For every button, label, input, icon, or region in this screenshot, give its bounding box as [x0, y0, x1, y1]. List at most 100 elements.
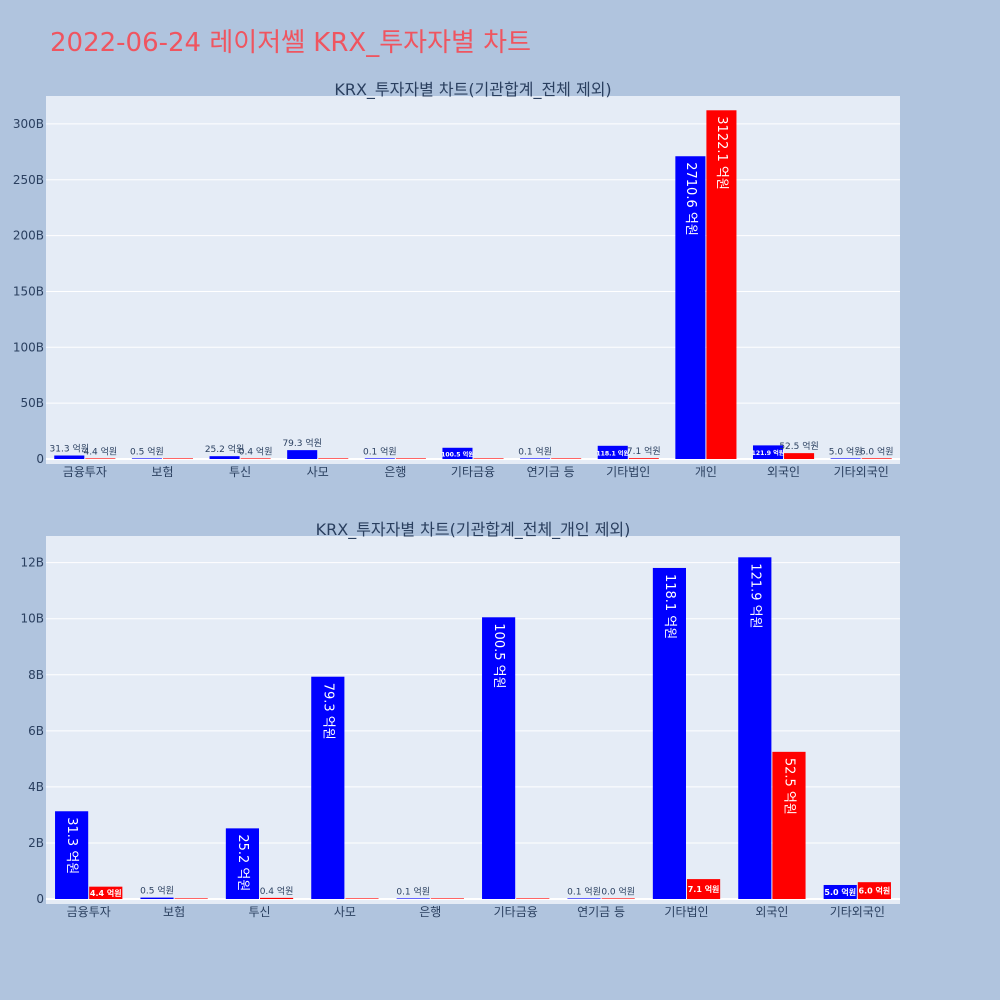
data-label: 79.3 억원	[320, 683, 335, 740]
data-label: 7.1 억원	[688, 884, 720, 894]
buy-bar	[752, 445, 784, 459]
buy-bar	[482, 617, 516, 899]
buy-bar	[830, 458, 861, 459]
buy-bar	[675, 156, 706, 459]
sell-bar	[89, 886, 123, 899]
sell-bar	[318, 458, 349, 459]
y-tick-label: 12B	[20, 556, 44, 570]
data-label: 79.3 억원	[282, 437, 321, 449]
data-label: 5.0 억원	[829, 445, 863, 457]
sell-bar	[174, 898, 208, 899]
data-label: 118.1 억원	[596, 449, 629, 457]
y-tick-label: 2B	[28, 836, 44, 850]
x-tick-label: 사모	[334, 905, 356, 919]
sell-bar	[345, 898, 379, 899]
x-tick-label: 연기금 등	[577, 905, 625, 919]
sell-bar	[601, 898, 635, 899]
buy-bar	[652, 567, 686, 899]
buy-bar	[287, 450, 318, 459]
buy-bar	[823, 884, 857, 899]
buy-bar	[131, 458, 162, 459]
sell-bar	[473, 458, 504, 459]
x-tick-label: 외국인	[767, 465, 800, 479]
sell-bar	[395, 458, 426, 459]
data-label: 25.2 억원	[205, 443, 244, 455]
sell-bar	[430, 898, 464, 899]
x-tick-label: 은행	[384, 464, 406, 479]
plot-area	[46, 536, 900, 904]
sell-bar	[551, 458, 582, 459]
data-label: 25.2 억원	[235, 834, 250, 891]
x-tick-label: 기타법인	[664, 905, 708, 919]
data-label: 3122.1 억원	[714, 116, 729, 190]
data-label: 121.9 억원	[752, 449, 785, 457]
y-tick-label: 0	[36, 892, 44, 906]
data-label: 4.4 억원	[83, 445, 117, 457]
buy-bar	[567, 898, 601, 899]
data-label: 118.1 억원	[662, 574, 677, 639]
buy-bar	[597, 445, 628, 459]
x-tick-label: 보험	[163, 905, 185, 919]
sell-bar	[85, 458, 116, 459]
chart-title: KRX_투자자별 차트(기관합계_전체_개인 제외)	[316, 520, 631, 540]
buy-bar	[54, 455, 85, 459]
sell-bar	[706, 110, 737, 459]
x-tick-label: 투신	[248, 905, 270, 919]
buy-bar	[364, 458, 395, 459]
data-label: 0.1 억원	[518, 445, 552, 457]
buy-bar	[520, 458, 551, 459]
sell-bar	[240, 458, 271, 459]
data-label: 121.9 억원	[747, 563, 762, 628]
x-tick-label: 기타외국인	[830, 905, 885, 919]
data-label: 52.5 억원	[781, 758, 796, 815]
buy-bar	[396, 898, 430, 899]
sell-bar	[784, 453, 815, 459]
sell-bar	[162, 458, 194, 459]
x-tick-label: 보험	[151, 465, 173, 479]
y-tick-label: 150B	[13, 284, 44, 298]
sell-bar	[857, 882, 891, 899]
y-tick-label: 200B	[13, 229, 44, 243]
data-label: 0.4 억원	[260, 885, 294, 897]
sell-bar	[861, 458, 892, 459]
data-label: 2710.6 억원	[683, 162, 698, 236]
data-label: 52.5 억원	[779, 440, 818, 452]
sell-bar	[772, 751, 806, 899]
y-tick-label: 300B	[13, 117, 44, 131]
data-label: 0.4 억원	[239, 445, 273, 457]
x-tick-label: 기타금융	[451, 465, 495, 479]
x-tick-label: 사모	[307, 465, 329, 479]
data-label: 0.1 억원	[363, 445, 397, 457]
y-tick-label: 8B	[28, 668, 44, 682]
sell-bar	[516, 898, 550, 899]
x-tick-label: 금융투자	[63, 465, 107, 479]
sell-bar	[260, 897, 294, 899]
data-label: 5.0 억원	[824, 887, 856, 897]
x-tick-label: 개인	[695, 465, 717, 479]
x-tick-label: 연기금 등	[527, 465, 575, 479]
x-tick-label: 기타외국인	[834, 465, 889, 479]
buy-bar	[140, 897, 174, 899]
data-label: 6.0 억원	[860, 445, 894, 457]
data-label: 31.3 억원	[64, 817, 79, 874]
x-tick-label: 기타법인	[606, 465, 650, 479]
x-tick-label: 기타금융	[494, 905, 538, 919]
data-label: 0.1 억원	[396, 885, 430, 897]
buy-bar	[311, 676, 345, 899]
chart-title: KRX_투자자별 차트(기관합계_전체 제외)	[334, 80, 611, 100]
page-title: 2022-06-24 레이저쎌 KRX_투자자별 차트	[50, 28, 532, 58]
sell-bar	[687, 879, 721, 899]
buy-bar	[738, 557, 772, 899]
x-tick-label: 외국인	[755, 905, 788, 919]
y-tick-label: 0	[36, 452, 44, 466]
data-label: 0.1 억원	[567, 885, 601, 897]
buy-bar	[55, 811, 89, 899]
y-tick-label: 10B	[20, 612, 44, 626]
data-label: 31.3 억원	[50, 443, 89, 455]
y-tick-label: 50B	[20, 396, 44, 410]
plot-area	[46, 96, 900, 464]
x-tick-label: 금융투자	[67, 905, 111, 919]
x-tick-label: 투신	[229, 465, 251, 479]
data-label: 0.5 억원	[130, 445, 164, 457]
